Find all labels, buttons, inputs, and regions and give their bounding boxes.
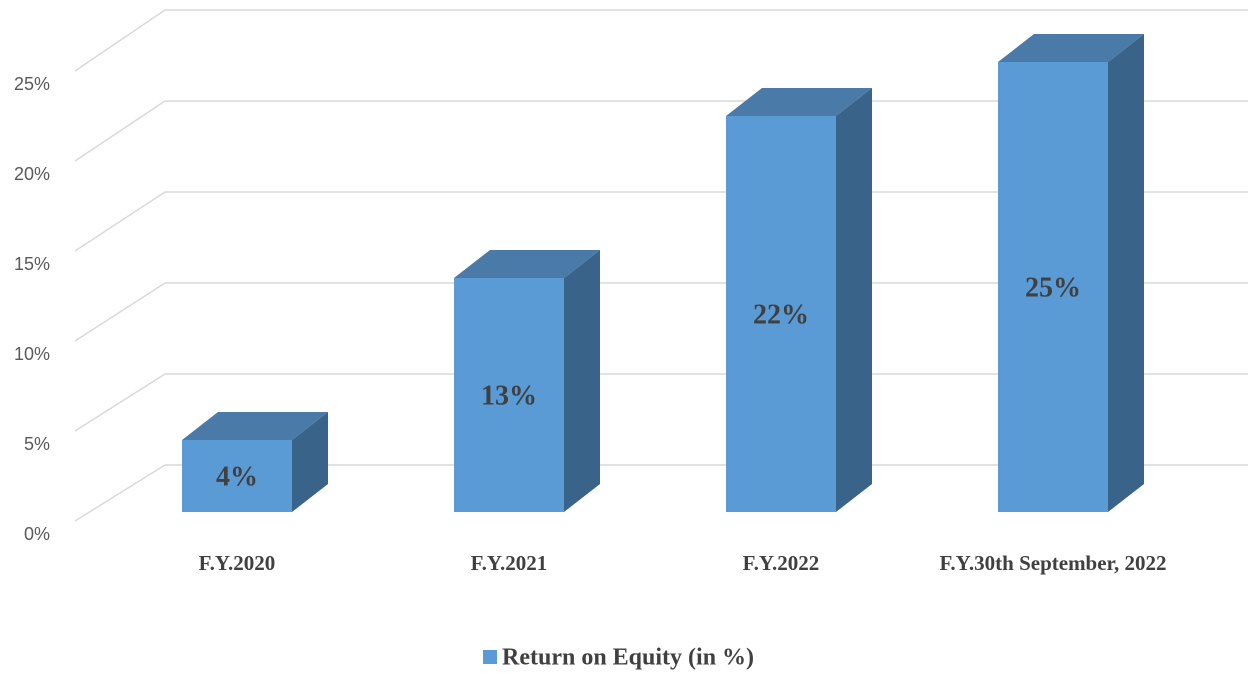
bar-top xyxy=(998,34,1144,62)
y-tick-label: 0% xyxy=(24,524,50,544)
data-label: 25% xyxy=(1025,272,1081,303)
x-tick-label: F.Y.2022 xyxy=(742,551,820,575)
grid-diagonal xyxy=(74,282,166,342)
x-tick-label: F.Y.30th September, 2022 xyxy=(939,551,1167,575)
bar-side xyxy=(292,412,328,512)
bar xyxy=(998,62,1108,512)
grid-diagonal xyxy=(74,464,166,522)
bar-top xyxy=(182,412,328,440)
grid-diagonal xyxy=(74,9,166,72)
legend-swatch xyxy=(483,650,497,664)
bar xyxy=(182,440,292,512)
bar-side xyxy=(564,250,600,512)
bar xyxy=(726,116,836,512)
data-label: 13% xyxy=(481,380,537,411)
bar-top xyxy=(726,88,872,116)
y-tick-label: 20% xyxy=(14,164,50,184)
y-tick-label: 10% xyxy=(14,344,50,364)
grid-diagonal xyxy=(74,100,166,162)
bar xyxy=(454,278,564,512)
data-label: 22% xyxy=(753,299,809,330)
y-tick-label: 25% xyxy=(14,74,50,94)
grid-diagonal xyxy=(74,373,166,432)
y-tick-label: 15% xyxy=(14,254,50,274)
x-tick-label: F.Y.2020 xyxy=(198,551,276,575)
bar-side xyxy=(836,88,872,512)
grid-diagonal xyxy=(74,191,166,252)
bar-top xyxy=(454,250,600,278)
y-tick-label: 5% xyxy=(24,434,50,454)
data-label: 4% xyxy=(216,461,258,492)
bar-side xyxy=(1108,34,1144,512)
legend-label: Return on Equity (in %) xyxy=(502,645,754,671)
x-tick-label: F.Y.2021 xyxy=(470,551,548,575)
